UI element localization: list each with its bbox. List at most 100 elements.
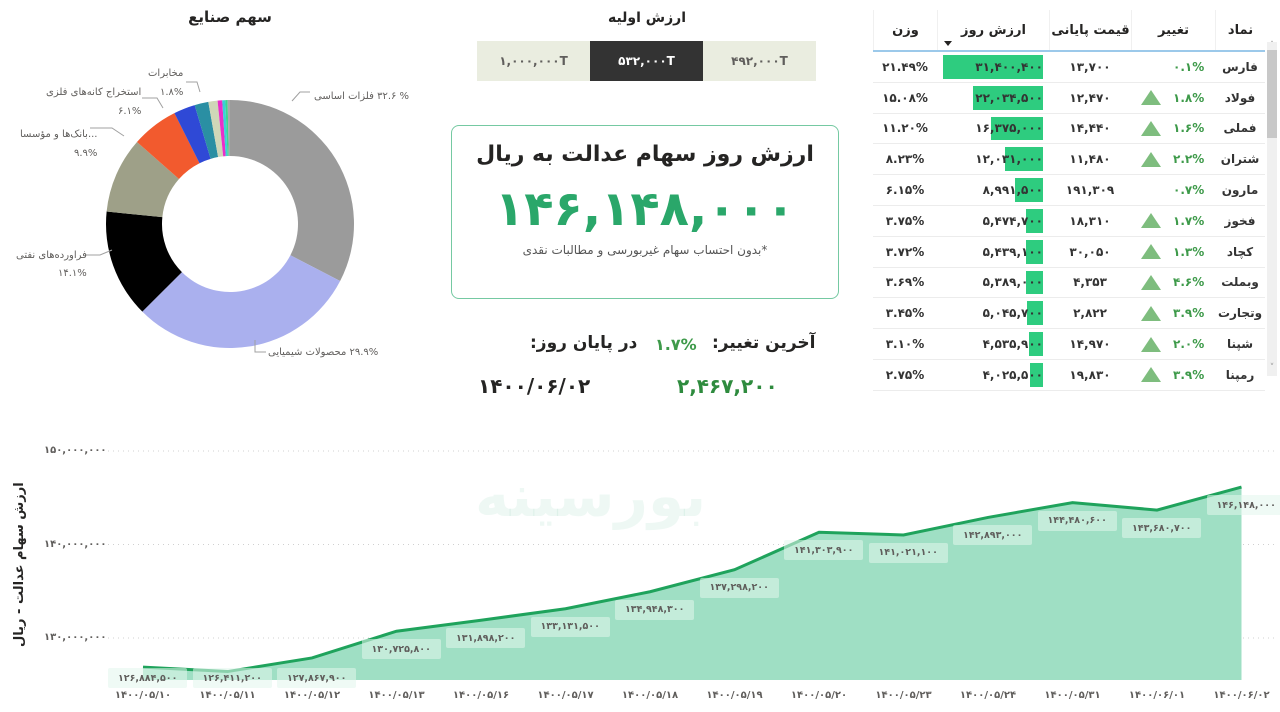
cell-symbol[interactable]: فخوز: [1224, 213, 1256, 228]
table-row[interactable]: رمپنا ۳.۹% ۱۹,۸۳۰ ۴,۰۲۵,۵۰۰ ۲.۷۵%: [873, 360, 1265, 391]
donut-slice[interactable]: [106, 141, 179, 218]
cell-symbol[interactable]: کچاد: [1226, 244, 1254, 259]
kpi-card: ارزش روز سهام عدالت به ریال ۱۴۶,۱۴۸,۰۰۰ …: [451, 125, 839, 299]
y-tick-130m: ۱۳۰,۰۰۰,۰۰۰: [44, 632, 107, 643]
donut-slice[interactable]: [222, 100, 228, 157]
x-tick-label: ۱۴۰۰/۰۶/۰۱: [1128, 690, 1186, 701]
cell-change: ۰.۷%: [1131, 175, 1215, 205]
scroll-down-icon[interactable]: ˅: [1269, 363, 1275, 373]
donut-slice[interactable]: [142, 255, 341, 348]
cell-symbol[interactable]: فارس: [1222, 59, 1258, 74]
table-body: فارس ۰.۱% ۱۳,۷۰۰ ۳۱,۴۰۰,۴۰۰ ۲۱.۴۹% فولاد ۱.۸% ۱…: [873, 52, 1265, 391]
day-value-text: ۵,۳۸۹,۰۰۰: [982, 275, 1043, 290]
initial-value-option-532000[interactable]: ۵۳۲,۰۰۰T: [590, 41, 703, 81]
cell-symbol[interactable]: شپنا: [1226, 337, 1254, 352]
kpi-title: ارزش روز سهام عدالت به ریال: [476, 142, 814, 167]
donut-slice[interactable]: [105, 211, 182, 312]
cell-change: ۱.۶%: [1131, 114, 1215, 144]
up-triangle-icon: [1141, 90, 1161, 106]
pie-label-telecom-pct: ۱.۸%: [160, 87, 184, 98]
donut-slice[interactable]: [174, 105, 211, 164]
cell-symbol[interactable]: فولاد: [1224, 90, 1256, 105]
cell-close-price: ۱۲,۴۷۰: [1069, 90, 1111, 105]
data-point-label: ۱۴۶,۱۴۸,۰۰۰: [1206, 495, 1280, 516]
table-row[interactable]: فملی ۱.۶% ۱۴,۴۴۰ ۱۶,۳۷۵,۰۰۰ ۱۱.۲۰%: [873, 114, 1265, 145]
cell-close-price: ۱۸,۳۱۰: [1069, 213, 1111, 228]
cell-symbol[interactable]: وتجارت: [1217, 306, 1263, 321]
col-header-value[interactable]: ارزش روز: [937, 10, 1049, 50]
cell-weight: ۸.۲۳%: [885, 152, 925, 167]
change-value: ۲.۲%: [1173, 152, 1205, 167]
x-tick-label: ۱۴۰۰/۰۵/۲۴: [959, 690, 1017, 701]
cell-weight: ۲.۷۵%: [885, 367, 925, 382]
x-tick-label: ۱۴۰۰/۰۵/۱۰: [114, 690, 172, 701]
area-line[interactable]: [142, 485, 1242, 674]
donut-slice[interactable]: [136, 113, 200, 180]
donut-slice[interactable]: [194, 101, 219, 159]
cell-day-value: ۸,۹۹۱,۵۰۰: [937, 175, 1049, 205]
table-row[interactable]: شپنا ۲.۰% ۱۴,۹۷۰ ۴,۵۳۵,۹۰۰ ۳.۱۰%: [873, 329, 1265, 360]
donut-slice[interactable]: [230, 100, 354, 281]
donut-slice[interactable]: [217, 100, 226, 157]
table-row[interactable]: فارس ۰.۱% ۱۳,۷۰۰ ۳۱,۴۰۰,۴۰۰ ۲۱.۴۹%: [873, 52, 1265, 83]
cell-symbol[interactable]: شتران: [1220, 152, 1260, 167]
cell-day-value: ۴,۵۳۵,۹۰۰: [937, 329, 1049, 359]
cell-day-value: ۱۶,۳۷۵,۰۰۰: [937, 114, 1049, 144]
table-row[interactable]: فخوز ۱.۷% ۱۸,۳۱۰ ۵,۴۷۴,۷۰۰ ۳.۷۵%: [873, 206, 1265, 237]
cell-symbol[interactable]: رمپنا: [1225, 367, 1255, 382]
industry-donut-chart[interactable]: [0, 0, 440, 400]
cell-weight: ۳.۱۰%: [885, 337, 925, 352]
value-databar: [1005, 147, 1043, 172]
initial-value-option-492000[interactable]: ۴۹۲,۰۰۰T: [703, 41, 816, 81]
donut-slice[interactable]: [225, 100, 229, 157]
cell-symbol[interactable]: فملی: [1223, 121, 1257, 136]
table-row[interactable]: شتران ۲.۲% ۱۱,۴۸۰ ۱۲,۰۳۱,۰۰۰ ۸.۲۳%: [873, 144, 1265, 176]
cell-symbol[interactable]: وبملت: [1221, 275, 1259, 290]
cell-change: ۰.۱%: [1131, 52, 1215, 82]
cell-day-value: ۲۲,۰۳۴,۵۰۰: [937, 83, 1049, 113]
cell-day-value: ۴,۰۲۵,۵۰۰: [937, 360, 1049, 390]
day-value-text: ۳۱,۴۰۰,۴۰۰: [975, 59, 1043, 74]
donut-slice[interactable]: [227, 100, 230, 157]
table-scrollbar[interactable]: [1267, 42, 1277, 376]
change-value: ۳.۹%: [1173, 306, 1205, 321]
table-row[interactable]: مارون ۰.۷% ۱۹۱,۳۰۹ ۸,۹۹۱,۵۰۰ ۶.۱۵%: [873, 175, 1265, 206]
initial-value-option-1000000[interactable]: ۱,۰۰۰,۰۰۰T: [477, 41, 590, 81]
last-change-percent: ۱.۷%: [655, 335, 697, 354]
cell-change: ۲.۲%: [1131, 144, 1215, 174]
value-databar: [973, 85, 1043, 110]
x-tick-label: ۱۴۰۰/۰۵/۲۰: [790, 690, 848, 701]
scrollbar-thumb[interactable]: [1267, 50, 1277, 138]
table-row[interactable]: کچاد ۱.۳% ۳۰,۰۵۰ ۵,۴۳۹,۱۰۰ ۳.۷۲%: [873, 237, 1265, 268]
pie-label-banks-pct: ۹.۹%: [74, 148, 98, 159]
col-header-change[interactable]: تغییر: [1131, 10, 1215, 50]
up-triangle-icon: [1141, 151, 1161, 167]
data-point-label: ۱۴۱,۰۲۱,۱۰۰: [868, 542, 948, 563]
pie-label-telecom: مخابرات: [148, 68, 184, 79]
donut-slice[interactable]: [208, 100, 224, 158]
col-header-symbol[interactable]: نماد: [1215, 10, 1265, 50]
cell-weight: ۳.۴۵%: [885, 306, 925, 321]
cell-day-value: ۳۱,۴۰۰,۴۰۰: [937, 52, 1049, 82]
change-value: ۲.۰%: [1173, 337, 1205, 352]
cell-day-value: ۵,۴۳۹,۱۰۰: [937, 237, 1049, 267]
day-value-text: ۲۲,۰۳۴,۵۰۰: [975, 90, 1043, 105]
col-header-close[interactable]: قیمت پایانی: [1049, 10, 1131, 50]
up-triangle-icon: [1141, 336, 1161, 352]
col-header-weight[interactable]: وزن: [873, 10, 937, 50]
kpi-note: *بدون احتساب سهام غیربورسی و مطالبات نقد…: [522, 243, 768, 257]
donut-slices[interactable]: [105, 100, 354, 348]
up-triangle-icon: [1141, 120, 1161, 136]
up-triangle-icon: [1141, 305, 1161, 321]
change-value: ۱.۷%: [1173, 213, 1205, 228]
table-row[interactable]: وبملت ۴.۶% ۴,۳۵۳ ۵,۳۸۹,۰۰۰ ۳.۶۹%: [873, 268, 1265, 299]
cell-close-price: ۱۴,۹۷۰: [1069, 337, 1111, 352]
day-value-text: ۱۶,۳۷۵,۰۰۰: [975, 121, 1043, 136]
cell-close-price: ۱۱,۴۸۰: [1069, 152, 1111, 167]
pie-label-mining: استخراج کانه‌های فلزی: [46, 87, 142, 98]
table-row[interactable]: وتجارت ۳.۹% ۲,۸۲۲ ۵,۰۴۵,۷۰۰ ۳.۴۵%: [873, 298, 1265, 330]
sort-descending-icon: [944, 41, 952, 46]
x-tick-label: ۱۴۰۰/۰۵/۱۷: [537, 690, 594, 701]
cell-symbol[interactable]: مارون: [1221, 183, 1259, 198]
table-row[interactable]: فولاد ۱.۸% ۱۲,۴۷۰ ۲۲,۰۳۴,۵۰۰ ۱۵.۰۸%: [873, 83, 1265, 114]
